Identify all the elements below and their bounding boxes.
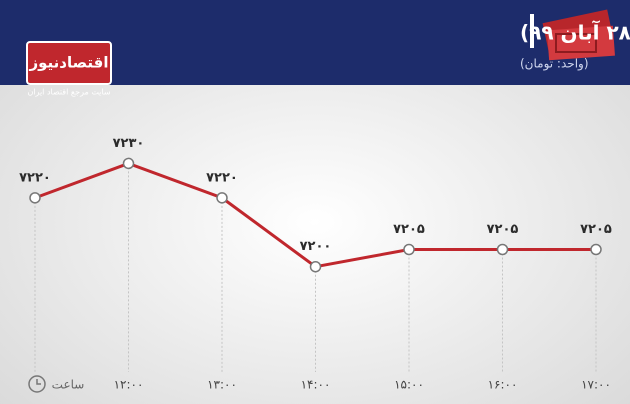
data-label: ۷۲۰۰ — [300, 239, 332, 254]
x-tick-label: ۱۶:۰۰ — [488, 378, 518, 392]
x-tick-label: ۱۳:۰۰ — [207, 378, 237, 392]
title-separator — [530, 14, 534, 48]
point — [496, 243, 509, 256]
data-label: ۷۲۲۰ — [206, 170, 238, 185]
data-label: ۷۲۰۵ — [580, 222, 612, 237]
point — [216, 192, 228, 204]
logo: اقتصادنیوز — [29, 54, 109, 72]
data-label: ۷۲۳۰ — [113, 136, 145, 151]
clock-icon — [28, 375, 46, 393]
point — [309, 260, 322, 273]
x-tick-label: ۱۴:۰۰ — [301, 378, 331, 392]
point — [403, 243, 415, 256]
point — [29, 192, 41, 204]
x-axis-label: ساعت — [52, 378, 85, 392]
point — [590, 243, 602, 256]
data-label: ۷۲۰۵ — [487, 222, 519, 237]
x-tick-label: ۱۷:۰۰ — [581, 378, 611, 392]
x-tick-label: ۱۵:۰۰ — [394, 378, 424, 392]
logo-box — [26, 41, 112, 85]
x-tick-label: ۱۲:۰۰ — [114, 378, 144, 392]
chart-title: روند بهای درهم (چهارشنبه ۲۸ آبان ۹۹) — [520, 20, 630, 46]
data-label: ۷۲۰۵ — [393, 222, 425, 237]
data-label: ۷۲۲۰ — [19, 170, 51, 185]
point — [122, 157, 135, 170]
chart-subtitle: (واحد: تومان) — [520, 57, 589, 72]
logo-tagline: سایت مرجع اقتصاد ایران — [27, 88, 110, 97]
money-icon — [542, 9, 615, 61]
